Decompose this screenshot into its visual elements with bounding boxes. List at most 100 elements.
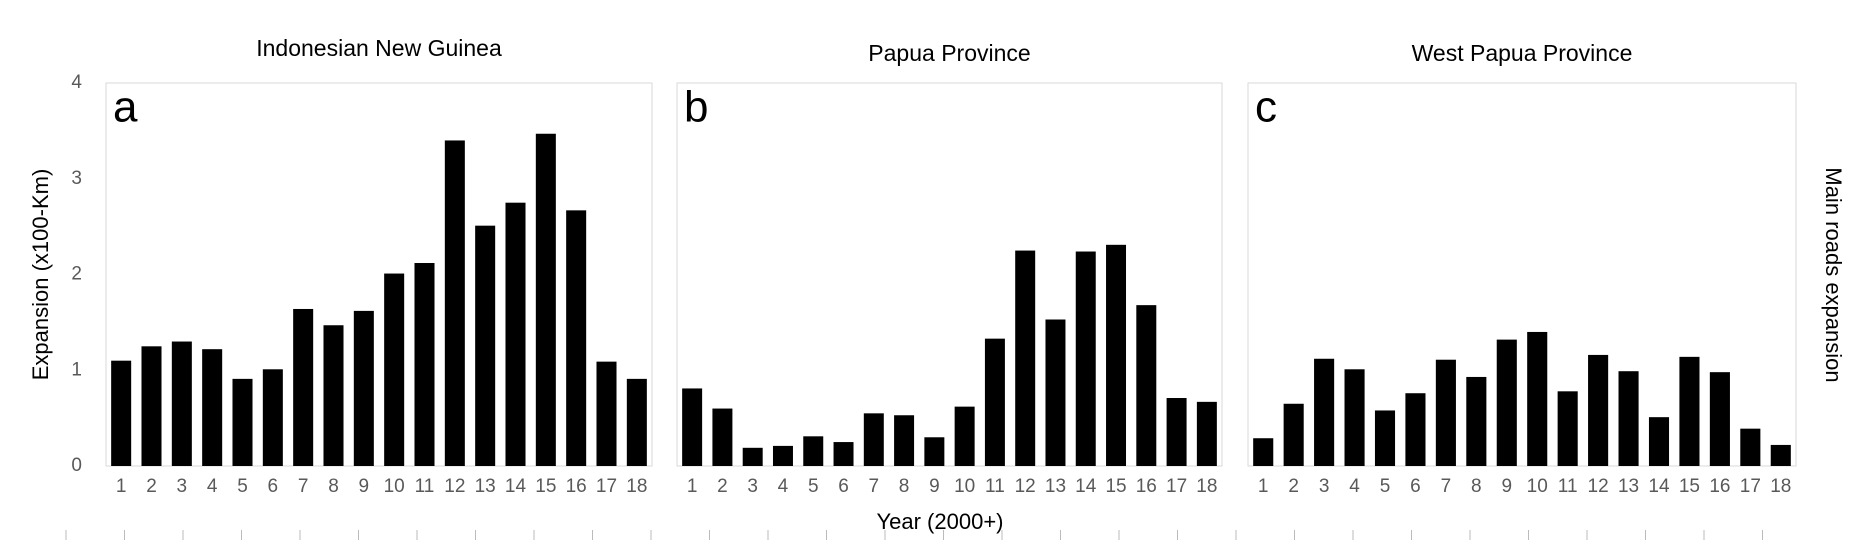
x-tick-label: 7 (298, 476, 309, 497)
y-tick-label: 1 (71, 359, 82, 380)
bar (232, 378, 253, 466)
bar (1196, 401, 1217, 466)
x-tick-label: 1 (1258, 476, 1269, 497)
x-axis-label: Year (2000+) (876, 509, 1003, 534)
bar (1618, 371, 1639, 466)
bar (1166, 398, 1187, 466)
bar (353, 310, 374, 466)
x-tick-label: 18 (1770, 476, 1791, 497)
bar (1045, 319, 1066, 466)
x-tick-label: 9 (929, 476, 940, 497)
x-tick-label: 17 (596, 476, 617, 497)
bar (1374, 410, 1396, 466)
bar (803, 436, 824, 466)
bar (596, 361, 617, 466)
x-tick-label: 5 (808, 476, 819, 497)
y-tick-label: 0 (71, 455, 82, 476)
x-tick-label: 4 (207, 476, 218, 497)
bar (1136, 305, 1157, 466)
bar (1679, 356, 1700, 466)
bar (626, 378, 647, 466)
x-tick-label: 1 (116, 476, 127, 497)
bar (1557, 391, 1578, 466)
bar (1709, 372, 1730, 466)
x-tick-label: 2 (717, 476, 728, 497)
x-tick-label: 12 (1588, 476, 1609, 497)
x-tick-label: 10 (954, 476, 975, 497)
bar (954, 406, 975, 466)
bar (1283, 403, 1304, 466)
bar (171, 341, 192, 466)
bar (1770, 444, 1791, 466)
bar (1435, 359, 1456, 466)
bar (1253, 438, 1274, 466)
bar (772, 445, 793, 466)
panel-label: c (1255, 83, 1277, 132)
x-tick-label: 2 (146, 476, 157, 497)
x-tick-label: 18 (626, 476, 647, 497)
bar (1075, 251, 1096, 466)
x-tick-label: 8 (328, 476, 339, 497)
x-tick-label: 17 (1740, 476, 1761, 497)
x-tick-label: 14 (505, 476, 527, 497)
bar (141, 346, 162, 466)
bar (202, 349, 223, 466)
x-tick-label: 15 (535, 476, 556, 497)
x-tick-label: 6 (838, 476, 849, 497)
panel-label: a (113, 83, 138, 132)
bar (535, 133, 556, 466)
x-tick-label: 13 (1618, 476, 1639, 497)
x-tick-label: 9 (359, 476, 370, 497)
x-tick-label: 8 (899, 476, 910, 497)
x-tick-label: 1 (687, 476, 698, 497)
x-tick-label: 4 (1349, 476, 1360, 497)
x-tick-label: 12 (444, 476, 465, 497)
x-tick-label: 17 (1166, 476, 1187, 497)
x-tick-label: 11 (985, 476, 1005, 497)
bar (863, 413, 884, 466)
side-label: Main roads expansion (1821, 167, 1846, 382)
bar (111, 360, 132, 466)
bar (1466, 376, 1487, 466)
x-tick-label: 11 (415, 476, 435, 497)
y-tick-label: 4 (71, 72, 82, 93)
bar (1740, 428, 1761, 466)
x-tick-label: 14 (1075, 476, 1097, 497)
chart-title: Papua Province (868, 40, 1030, 66)
bar (924, 437, 945, 466)
plot-frame (105, 82, 653, 467)
bar (444, 140, 465, 466)
panel-label: b (684, 83, 708, 132)
y-tick-label: 3 (71, 168, 82, 189)
x-tick-label: 11 (1558, 476, 1578, 497)
bar (894, 415, 915, 466)
bar (1496, 339, 1517, 466)
x-tick-label: 15 (1679, 476, 1700, 497)
bar (384, 273, 405, 466)
bar (1405, 393, 1426, 466)
y-axis-label: Expansion (x100-Km) (28, 169, 53, 381)
x-tick-label: 16 (566, 476, 587, 497)
x-tick-label: 3 (747, 476, 758, 497)
x-tick-label: 6 (1410, 476, 1421, 497)
plot-frame (676, 82, 1223, 467)
bar (1344, 369, 1365, 466)
x-tick-label: 15 (1105, 476, 1126, 497)
x-tick-label: 9 (1501, 476, 1512, 497)
plot-frame (1247, 82, 1797, 467)
chart-title: Indonesian New Guinea (256, 35, 502, 61)
x-tick-label: 5 (1380, 476, 1391, 497)
x-tick-label: 18 (1196, 476, 1217, 497)
chart-title: West Papua Province (1412, 40, 1633, 66)
bar (566, 210, 587, 466)
bar (833, 442, 854, 466)
x-tick-label: 13 (1045, 476, 1066, 497)
bar (1314, 358, 1335, 466)
bar (293, 308, 314, 466)
x-tick-label: 3 (177, 476, 188, 497)
bar (475, 225, 496, 466)
x-tick-label: 2 (1288, 476, 1299, 497)
x-tick-label: 14 (1648, 476, 1670, 497)
x-tick-label: 3 (1319, 476, 1330, 497)
